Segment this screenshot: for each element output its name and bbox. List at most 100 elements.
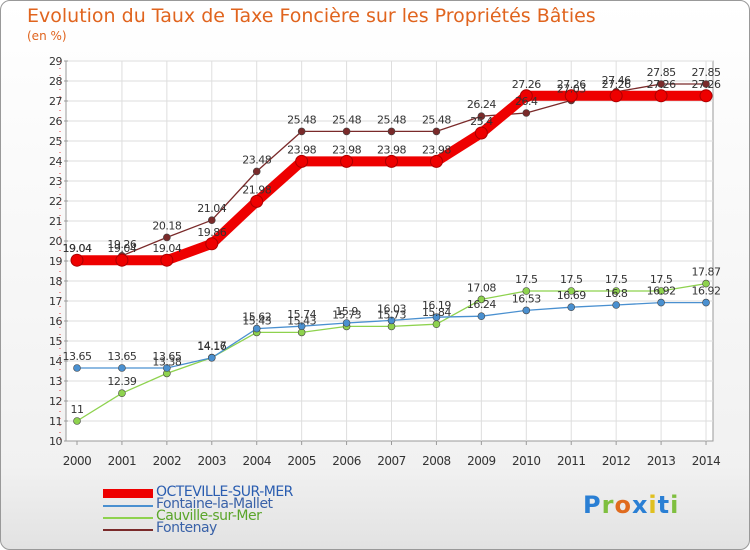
logo-letter: i bbox=[670, 491, 680, 519]
data-point bbox=[73, 364, 81, 372]
data-point bbox=[522, 109, 531, 117]
logo-letter: t bbox=[657, 491, 671, 519]
data-label: 16.92 bbox=[647, 285, 676, 298]
data-point bbox=[519, 89, 533, 103]
data-point bbox=[342, 127, 351, 136]
data-label: 26.4 bbox=[515, 95, 538, 108]
x-tick-label: 2014 bbox=[692, 454, 721, 468]
y-tick-label: 26 bbox=[49, 115, 62, 128]
data-point bbox=[297, 127, 306, 136]
data-point bbox=[342, 319, 351, 327]
data-point bbox=[295, 154, 309, 168]
data-label: 20.18 bbox=[152, 219, 181, 232]
data-point bbox=[567, 303, 576, 312]
y-tick-label: 10 bbox=[49, 435, 62, 448]
y-tick-label: 29 bbox=[49, 55, 62, 68]
data-label: 19.26 bbox=[107, 238, 136, 251]
legend-swatch bbox=[103, 517, 153, 519]
data-point bbox=[205, 237, 219, 251]
x-tick-label: 2002 bbox=[153, 454, 182, 468]
legend-swatch bbox=[103, 505, 153, 507]
data-label: 21.04 bbox=[197, 202, 226, 215]
x-tick-label: 2006 bbox=[332, 454, 361, 468]
data-label: 17.08 bbox=[467, 281, 496, 294]
data-point bbox=[477, 295, 486, 304]
data-point bbox=[657, 287, 665, 295]
data-point bbox=[654, 89, 668, 103]
data-label: 27.26 bbox=[512, 78, 541, 91]
logo-letter: P bbox=[583, 491, 602, 519]
x-tick-label: 2000 bbox=[63, 454, 92, 468]
data-label: 15.73 bbox=[332, 308, 361, 321]
legend-swatch bbox=[103, 529, 153, 531]
y-tick-label: 11 bbox=[49, 415, 62, 428]
data-point bbox=[432, 313, 441, 322]
data-label: 16.69 bbox=[557, 289, 586, 302]
data-label: 13.65 bbox=[107, 350, 136, 363]
data-point bbox=[340, 154, 354, 168]
data-point bbox=[432, 127, 441, 136]
x-tick-label: 2008 bbox=[422, 454, 451, 468]
data-point bbox=[250, 194, 264, 208]
data-label: 19.04 bbox=[107, 242, 136, 255]
data-label: 26.24 bbox=[467, 98, 496, 111]
data-point bbox=[387, 127, 396, 136]
data-label: 15.9 bbox=[335, 305, 358, 318]
y-tick-label: 21 bbox=[49, 215, 62, 228]
data-label: 23.98 bbox=[287, 143, 316, 156]
data-label: 25.4 bbox=[470, 115, 493, 128]
data-point bbox=[702, 80, 710, 88]
y-tick-label: 14 bbox=[49, 355, 62, 368]
legend-label: Cauville-sur-Mer bbox=[156, 508, 262, 524]
data-point bbox=[163, 233, 171, 242]
data-label: 17.5 bbox=[650, 273, 673, 286]
data-label: 15.43 bbox=[242, 314, 271, 327]
data-label: 25.48 bbox=[332, 113, 361, 126]
data-point bbox=[429, 154, 443, 168]
data-point bbox=[385, 154, 399, 168]
data-point bbox=[699, 89, 713, 103]
data-point bbox=[522, 287, 531, 295]
legend-item: Cauville-sur-Mer bbox=[103, 508, 363, 524]
data-label: 23.98 bbox=[332, 143, 361, 156]
data-label: 23.48 bbox=[242, 153, 271, 166]
data-label: 21.98 bbox=[242, 183, 271, 196]
data-label: 27.85 bbox=[692, 66, 721, 79]
data-label: 23.98 bbox=[377, 143, 406, 156]
data-label: 17.5 bbox=[605, 273, 628, 286]
data-label: 16.03 bbox=[377, 302, 406, 315]
data-label: 11 bbox=[71, 403, 84, 416]
data-point bbox=[522, 306, 531, 315]
x-tick-label: 2012 bbox=[602, 454, 631, 468]
legend-label: Fontaine-la-Mallet bbox=[156, 496, 273, 512]
y-tick-label: 19 bbox=[49, 255, 62, 268]
data-label: 15.74 bbox=[287, 308, 316, 321]
legend-label: Fontenay bbox=[156, 520, 217, 536]
logo-letter: x bbox=[631, 491, 649, 519]
x-tick-label: 2013 bbox=[647, 454, 676, 468]
data-point bbox=[70, 253, 84, 267]
y-tick-label: 16 bbox=[49, 315, 62, 328]
logo-letter: i bbox=[648, 491, 658, 519]
data-label: 13.38 bbox=[152, 355, 181, 368]
x-tick-label: 2009 bbox=[467, 454, 496, 468]
y-tick-label: 23 bbox=[49, 175, 62, 188]
proxiti-logo: Proxiti bbox=[583, 491, 679, 519]
legend-label: OCTEVILLE-SUR-MER bbox=[156, 484, 293, 500]
data-label: 16.24 bbox=[467, 298, 496, 311]
data-point bbox=[612, 287, 620, 295]
data-point bbox=[477, 312, 486, 321]
data-point bbox=[252, 167, 261, 176]
data-label: 15.43 bbox=[287, 314, 316, 327]
y-tick-label: 27 bbox=[49, 95, 62, 108]
y-tick-label: 22 bbox=[49, 195, 62, 208]
x-tick-label: 2010 bbox=[512, 454, 541, 468]
y-tick-label: 15 bbox=[49, 335, 62, 348]
data-label: 17.5 bbox=[560, 273, 583, 286]
data-label: 13.65 bbox=[152, 350, 181, 363]
data-label: 27.26 bbox=[647, 78, 676, 91]
data-label: 27.85 bbox=[647, 66, 676, 79]
data-label: 19.04 bbox=[152, 242, 181, 255]
data-point bbox=[297, 322, 306, 331]
